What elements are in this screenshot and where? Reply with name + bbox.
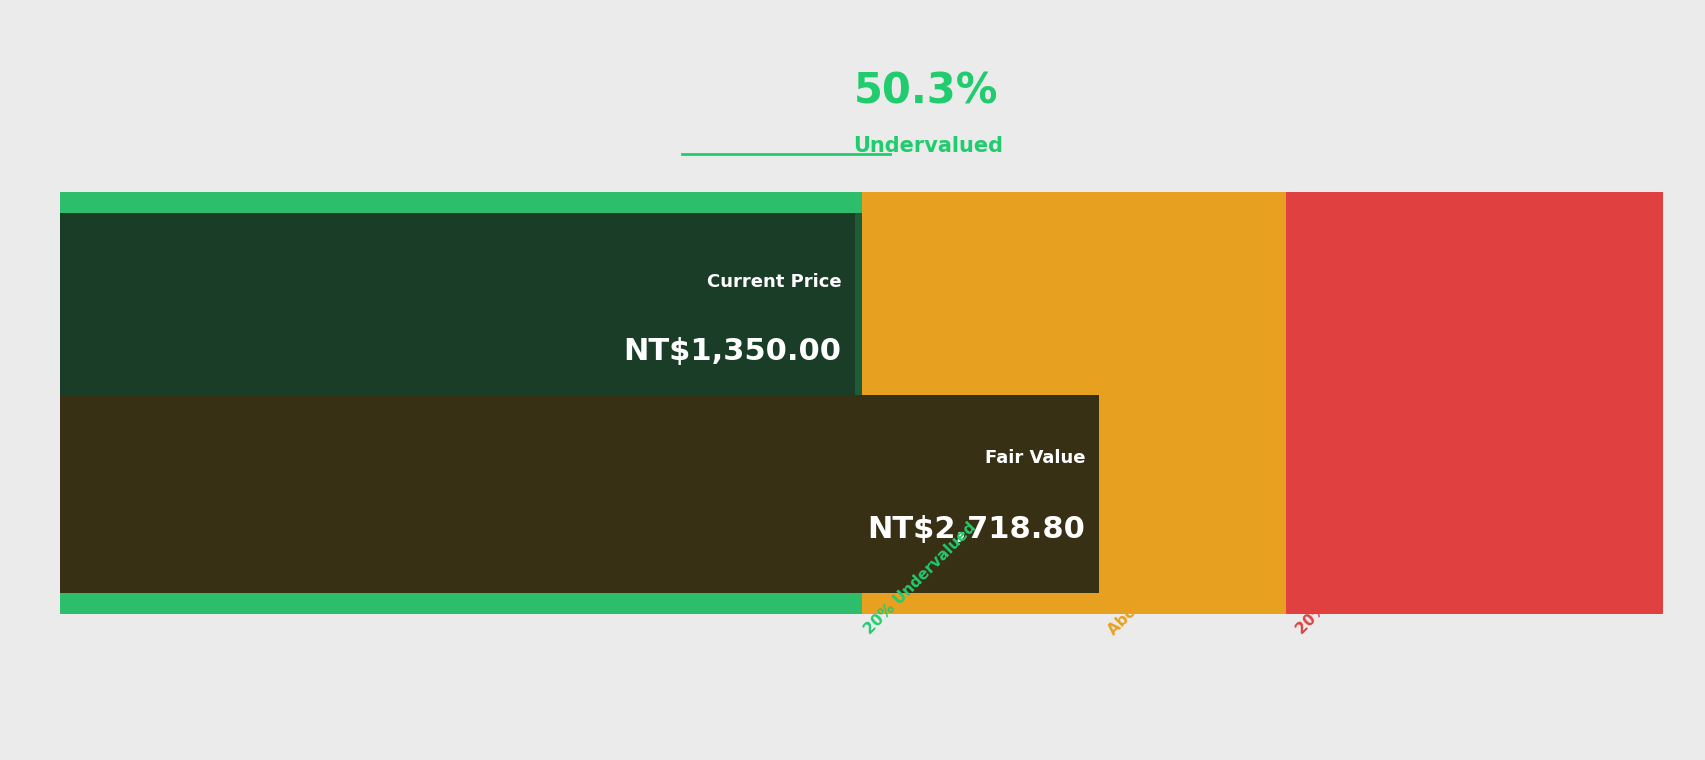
Text: 50.3%: 50.3% xyxy=(852,70,997,112)
Bar xyxy=(861,192,1286,213)
Text: NT$1,350.00: NT$1,350.00 xyxy=(622,337,841,366)
Text: NT$2,718.80: NT$2,718.80 xyxy=(866,515,1084,544)
Bar xyxy=(60,593,861,614)
Text: About Right: About Right xyxy=(1105,555,1188,638)
Text: 20% Overvalued: 20% Overvalued xyxy=(1292,528,1402,638)
Bar xyxy=(861,213,1286,593)
Bar xyxy=(60,395,1098,593)
Bar xyxy=(861,593,1286,614)
Text: 20% Undervalued: 20% Undervalued xyxy=(861,520,979,638)
Bar xyxy=(60,192,861,213)
Bar xyxy=(60,213,854,410)
Text: Undervalued: Undervalued xyxy=(852,136,1003,156)
Bar xyxy=(1286,192,1662,213)
Text: Current Price: Current Price xyxy=(706,273,841,291)
Bar xyxy=(60,213,861,593)
Text: Fair Value: Fair Value xyxy=(984,449,1084,467)
Bar xyxy=(1286,593,1662,614)
Bar xyxy=(1286,213,1662,593)
